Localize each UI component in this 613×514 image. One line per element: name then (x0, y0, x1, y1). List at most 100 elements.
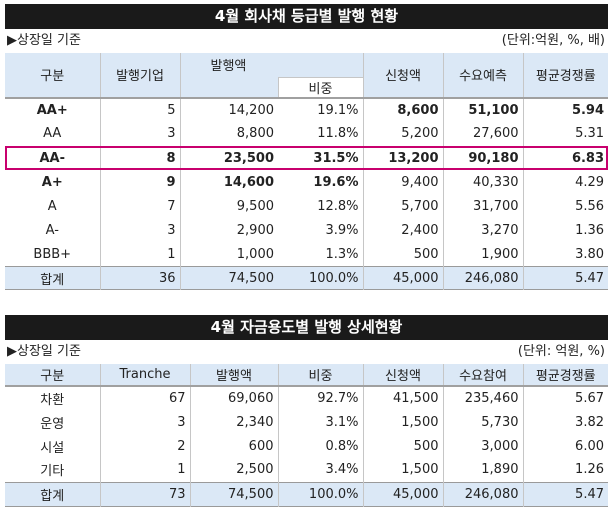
row-share: 31.5% (278, 145, 364, 171)
table-row: A- 3 2,900 3.9% 2,400 3,270 1.36 (5, 218, 608, 243)
row-grade: AA (5, 121, 101, 146)
row-tranche: 3 (100, 410, 191, 434)
section2-header-row: 구분 Tranche 발행액 비중 신청액 수요참여 평균경쟁률 (5, 364, 608, 386)
row-applied: 2,400 (363, 218, 444, 243)
total-label: 합계 (5, 266, 101, 290)
row-grade: A+ (5, 170, 101, 195)
header-demand: 수요예측 (443, 53, 524, 98)
row-issuers: 7 (100, 194, 181, 219)
header-competition: 평균경쟁률 (523, 53, 609, 98)
header-applied: 신청액 (363, 364, 444, 386)
section1-subheader: ▶상장일 기준 (단위:억원, %, 배) (5, 31, 608, 51)
section1-table: 구분 발행기업 발행액 신청액 수요예측 평균경쟁률 비중 AA+ 5 14,2… (5, 53, 609, 290)
row-applied: 5,200 (363, 121, 444, 146)
row-applied: 1,500 (363, 410, 444, 434)
row-applied: 1,500 (363, 458, 444, 482)
row-applied: 500 (363, 242, 444, 267)
row-amount: 2,340 (190, 410, 279, 434)
row-share: 3.1% (278, 410, 364, 434)
total-amount: 74,500 (180, 266, 278, 290)
row-demand: 27,600 (443, 121, 524, 146)
header-issuers: 발행기업 (100, 53, 181, 98)
row-share: 0.8% (278, 434, 364, 458)
row-participation: 1,890 (443, 458, 524, 482)
header-category: 구분 (5, 53, 101, 98)
row-amount: 69,060 (190, 386, 279, 410)
row-grade: A- (5, 218, 101, 243)
row-competition: 5.56 (575, 199, 605, 214)
row-issuers: 3 (100, 218, 181, 243)
row-applied: 500 (363, 434, 444, 458)
row-share: 92.7% (278, 386, 364, 410)
row-applied: 41,500 (363, 386, 444, 410)
row-amount: 8,800 (236, 126, 274, 141)
total-amount: 74,500 (190, 482, 279, 506)
table-row: 시설 2 600 0.8% 500 3,000 6.00 (5, 434, 608, 458)
row-demand: 51,100 (443, 97, 524, 122)
header-applied: 신청액 (362, 53, 444, 98)
row-competition: 5.67 (575, 391, 604, 406)
table-row: BBB+ 1 1,000 1.3% 500 1,900 3.80 (5, 242, 608, 267)
total-competition: 5.47 (523, 266, 609, 290)
total-tranche: 73 (100, 482, 191, 506)
row-grade: AA- (5, 145, 101, 171)
row-grade: A (5, 194, 101, 219)
row-grade: AA+ (5, 97, 101, 122)
row-purpose: 시설 (5, 434, 101, 458)
row-grade: BBB+ (5, 242, 101, 267)
row-share: 3.4% (278, 458, 364, 482)
row-applied: 9,400 (363, 170, 444, 195)
table-row-highlighted: AA- 8 23,500 31.5% 13,200 90,180 6.83 (5, 145, 608, 171)
row-share: 1.3% (278, 242, 364, 267)
section1-header-row: 구분 발행기업 발행액 신청액 수요예측 평균경쟁률 (5, 53, 609, 98)
total-applied: 45,000 (363, 482, 444, 506)
highlight-box (5, 146, 608, 170)
section2-subheader: ▶상장일 기준 (단위: 억원, %) (5, 342, 608, 362)
header-category: 구분 (5, 364, 101, 386)
row-competition: 3.82 (575, 414, 604, 430)
row-amount: 600 (190, 434, 279, 458)
row-amount: 14,600 (223, 175, 274, 190)
row-amount: 9,500 (236, 199, 274, 214)
row-demand: 3,270 (443, 218, 524, 243)
table-row: 운영 3 2,340 3.1% 1,500 5,730 3.82 (5, 410, 608, 434)
row-demand: 31,700 (443, 194, 524, 219)
table-total-row: 합계 36 74,500 100.0% 45,000 246,080 5.47 (5, 266, 609, 290)
section2-title: 4월 자금용도별 발행 상세현황 (5, 315, 608, 340)
row-participation: 5,730 (443, 410, 524, 434)
table-total-row: 합계 73 74,500 100.0% 45,000 246,080 5.47 (5, 482, 608, 506)
row-competition: 3.80 (575, 246, 605, 262)
header-tranche: Tranche (100, 364, 191, 386)
section1-unit: (단위:억원, %, 배) (501, 33, 605, 48)
row-amount: 14,200 (228, 102, 275, 118)
row-amount: 1,000 (236, 246, 274, 262)
header-amount: 발행액 (180, 53, 364, 77)
total-issuers: 36 (100, 266, 181, 290)
table-row: A 7 9,500 12.8% 5,700 31,700 5.56 (5, 194, 608, 219)
table-row: A+ 9 14,600 19.6% 9,400 40,330 4.29 (5, 170, 608, 195)
header-amount: 발행액 (190, 364, 279, 386)
row-competition: 5.94 (571, 102, 605, 118)
total-demand: 246,080 (443, 266, 524, 290)
row-competition: 1.36 (575, 223, 605, 238)
row-demand: 40,330 (443, 170, 524, 195)
header-participation: 수요참여 (443, 364, 524, 386)
total-participation: 246,080 (443, 482, 524, 506)
row-amount: 2,500 (190, 458, 279, 482)
row-share: 11.8% (278, 121, 364, 146)
row-amount: 23,500 (223, 150, 274, 166)
row-issuers: 8 (100, 145, 181, 171)
row-competition: 4.29 (575, 175, 605, 190)
row-issuers: 3 (100, 121, 181, 146)
row-competition: 6.83 (571, 150, 605, 166)
table-row: 기타 1 2,500 3.4% 1,500 1,890 1.26 (5, 458, 608, 482)
total-competition: 5.47 (523, 482, 608, 506)
row-issuers: 9 (100, 170, 181, 195)
row-share: 19.6% (278, 170, 364, 195)
row-purpose: 운영 (5, 410, 101, 434)
row-demand: 1,900 (443, 242, 524, 267)
row-purpose: 차환 (5, 386, 101, 410)
table-row: 차환 67 69,060 92.7% 41,500 235,460 5.67 (5, 386, 608, 410)
total-share: 100.0% (278, 482, 364, 506)
row-share: 19.1% (278, 97, 364, 122)
